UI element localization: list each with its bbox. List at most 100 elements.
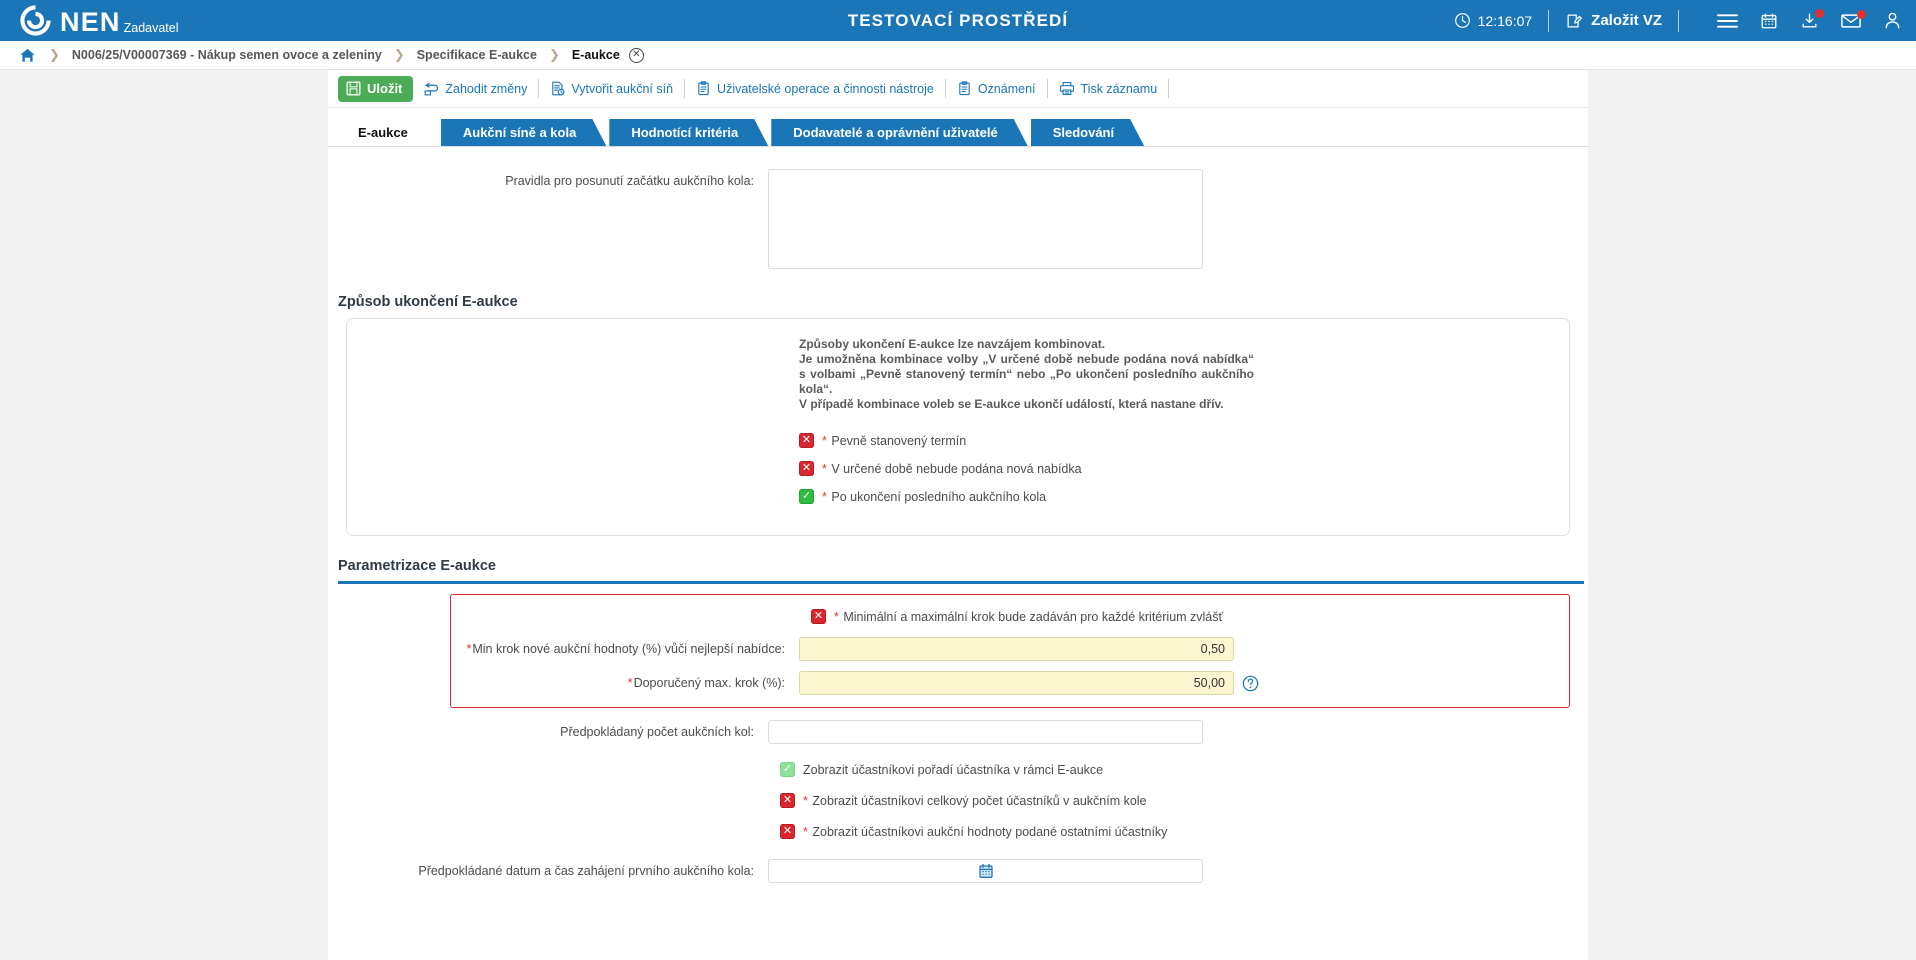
- user-operations-icon: [696, 81, 711, 96]
- max-step-label: *Doporučený max. krok (%):: [627, 676, 785, 690]
- header-divider-2: [1678, 9, 1679, 32]
- tab-label: E-aukce: [358, 125, 408, 140]
- question-mark-help-icon[interactable]: [1242, 675, 1259, 692]
- breadcrumb-item-2[interactable]: E-aukce: [571, 48, 620, 62]
- notification-icon: [957, 81, 972, 96]
- min-step-input[interactable]: [799, 637, 1234, 661]
- clock-time: 12:16:07: [1477, 12, 1533, 29]
- tab-label: Dodavatelé a oprávnění uživatelé: [793, 125, 998, 140]
- breadcrumb: ❯ N006/25/V00007369 - Nákup semen ovoce …: [0, 41, 1916, 70]
- tab-e-aukce[interactable]: E-aukce: [336, 119, 438, 146]
- save-button[interactable]: Uložit: [338, 75, 414, 102]
- checkbox-unchecked-icon[interactable]: ✕: [799, 433, 814, 448]
- toolbar-divider-3: [944, 79, 946, 98]
- tab-panel-e-aukce: Pravidla pro posunutí začátku aukčního k…: [328, 146, 1588, 958]
- toolbar-divider-1: [538, 79, 540, 98]
- downloads-button[interactable]: [1800, 8, 1824, 30]
- start-datetime-label: Předpokládané datum a čas zahájení první…: [418, 864, 754, 878]
- section-title-end-method: Způsob ukončení E-aukce: [338, 294, 518, 310]
- checkbox-row-no-new-bid[interactable]: ✕ * V určené době nebude podána nová nab…: [347, 461, 1569, 476]
- server-clock: 12:16:07: [1454, 12, 1533, 29]
- checkbox-label: * V určené době nebude podána nová nabíd…: [822, 461, 1082, 476]
- new-document-icon: [1565, 12, 1583, 30]
- checkbox-row-after-last-round[interactable]: ✓ * Po ukončení posledního aukčního kola: [347, 489, 1569, 504]
- tab-bar: E-aukce Aukční síně a kola Hodnotící kri…: [328, 119, 1588, 146]
- checkbox-label: Zobrazit účastníkovi pořadí účastníka v …: [803, 762, 1104, 777]
- breadcrumb-item-1[interactable]: Specifikace E-aukce: [416, 48, 537, 62]
- calendar-button[interactable]: [1760, 12, 1778, 30]
- checkbox-unchecked-icon[interactable]: ✕: [780, 824, 795, 839]
- user-icon: [1883, 11, 1902, 30]
- messages-button[interactable]: [1841, 9, 1866, 29]
- checkbox-row-fixed-term[interactable]: ✕ * Pevně stanovený termín: [347, 433, 1569, 448]
- tab-label: Aukční síně a kola: [462, 125, 577, 140]
- end-method-box: Způsoby ukončení E-aukce lze navzájem ko…: [346, 318, 1570, 536]
- tab-sledovani[interactable]: Sledování: [1031, 119, 1144, 146]
- tab-label: Hodnotící kritéria: [631, 125, 739, 140]
- checkbox-unchecked-icon[interactable]: ✕: [811, 609, 826, 624]
- home-icon[interactable]: [18, 47, 37, 64]
- mail-icon: [1841, 13, 1861, 29]
- checkbox-unchecked-icon[interactable]: ✕: [799, 461, 814, 476]
- hamburger-menu-icon: [1717, 13, 1738, 29]
- checkbox-row-show-rank[interactable]: ✓ Zobrazit účastníkovi pořadí účastníka …: [328, 762, 1588, 777]
- notifications-button[interactable]: Oznámení: [946, 81, 1047, 96]
- form-row-max-step: *Doporučený max. krok (%):: [451, 671, 1569, 695]
- rounds-label: Předpokládaný počet aukčních kol:: [560, 725, 754, 739]
- checkbox-unchecked-icon[interactable]: ✕: [780, 793, 795, 808]
- discard-changes-label: Zahodit změny: [445, 81, 528, 96]
- print-record-button[interactable]: Tisk záznamu: [1048, 81, 1169, 96]
- checkbox-row-show-other-values[interactable]: ✕ * Zobrazit účastníkovi aukční hodnoty …: [328, 824, 1588, 839]
- checkbox-checked-icon[interactable]: ✓: [799, 489, 814, 504]
- toolbar-divider-5: [1168, 79, 1170, 98]
- discard-changes-icon: [424, 82, 439, 96]
- create-auction-hall-button[interactable]: Vytvořit aukční síň: [539, 81, 684, 96]
- printer-icon: [1059, 81, 1075, 96]
- breadcrumb-chevron-3: ❯: [548, 47, 560, 62]
- downloads-badge: [1815, 8, 1824, 18]
- create-vz-label: Založit VZ: [1591, 12, 1662, 29]
- form-row-rounds: Předpokládaný počet aukčních kol:: [328, 720, 1588, 744]
- breadcrumb-chevron-1: ❯: [49, 47, 60, 62]
- brand-subtitle: Zadavatel: [123, 21, 179, 35]
- form-row-min-step: *Min krok nové aukční hodnoty (%) vůči n…: [451, 637, 1569, 661]
- checkbox-checked-icon[interactable]: ✓: [780, 762, 795, 777]
- create-vz-button[interactable]: Založit VZ: [1565, 12, 1662, 30]
- info-line-0: Způsoby ukončení E-aukce lze navzájem ko…: [799, 337, 1106, 351]
- calendar-icon[interactable]: [978, 863, 994, 879]
- step-parameters-group: ✕ * Minimální a maximální krok bude zadá…: [450, 594, 1570, 708]
- notifications-label: Oznámení: [977, 81, 1036, 96]
- user-account-button[interactable]: [1883, 11, 1902, 30]
- tab-aukcni-sine-a-kola[interactable]: Aukční síně a kola: [441, 119, 606, 146]
- checkbox-row-show-total-participants[interactable]: ✕ * Zobrazit účastníkovi celkový počet ú…: [328, 793, 1588, 808]
- start-datetime-field[interactable]: [768, 859, 1203, 883]
- hamburger-menu-button[interactable]: [1717, 13, 1738, 29]
- max-step-input[interactable]: [799, 671, 1234, 695]
- section-title-parametrization: Parametrizace E-aukce: [338, 558, 1584, 584]
- form-row-rules: Pravidla pro posunutí začátku aukčního k…: [328, 169, 1588, 272]
- calendar-icon: [1760, 12, 1778, 30]
- rules-textarea[interactable]: [768, 169, 1203, 269]
- inbox-download-icon: [1800, 12, 1819, 30]
- close-icon[interactable]: ✕: [628, 47, 644, 63]
- content-panel: Uložit Zahodit změny: [328, 70, 1588, 960]
- checkbox-row-per-criterion[interactable]: ✕ * Minimální a maximální krok bude zadá…: [451, 609, 1569, 624]
- min-step-label: *Min krok nové aukční hodnoty (%) vůči n…: [466, 642, 785, 656]
- create-auction-hall-icon: [550, 81, 565, 96]
- rounds-input[interactable]: [768, 720, 1203, 744]
- info-line-1: Je umožněna kombinace volby „V určené do…: [799, 352, 1254, 396]
- discard-changes-button[interactable]: Zahodit změny: [413, 82, 538, 96]
- breadcrumb-chevron-2: ❯: [393, 47, 405, 62]
- save-button-label: Uložit: [367, 81, 403, 96]
- tab-dodavatele-a-opravneni-uzivatele[interactable]: Dodavatelé a oprávnění uživatelé: [771, 119, 1027, 146]
- brand-logo[interactable]: NEN Zadavatel: [20, 5, 179, 36]
- tab-hodnotici-kriteria[interactable]: Hodnotící kritéria: [609, 119, 768, 146]
- brand-name: NEN: [60, 7, 121, 37]
- record-toolbar: Uložit Zahodit změny: [328, 70, 1588, 108]
- save-disk-icon: [346, 81, 361, 96]
- user-operations-button[interactable]: Uživatelské operace a činnosti nástroje: [685, 81, 945, 96]
- breadcrumb-item-0[interactable]: N006/25/V00007369 - Nákup semen ovoce a …: [71, 48, 382, 62]
- rules-label: Pravidla pro posunutí začátku aukčního k…: [505, 174, 754, 188]
- user-operations-label: Uživatelské operace a činnosti nástroje: [717, 81, 934, 96]
- end-method-info: Způsoby ukončení E-aukce lze navzájem ko…: [347, 337, 1267, 412]
